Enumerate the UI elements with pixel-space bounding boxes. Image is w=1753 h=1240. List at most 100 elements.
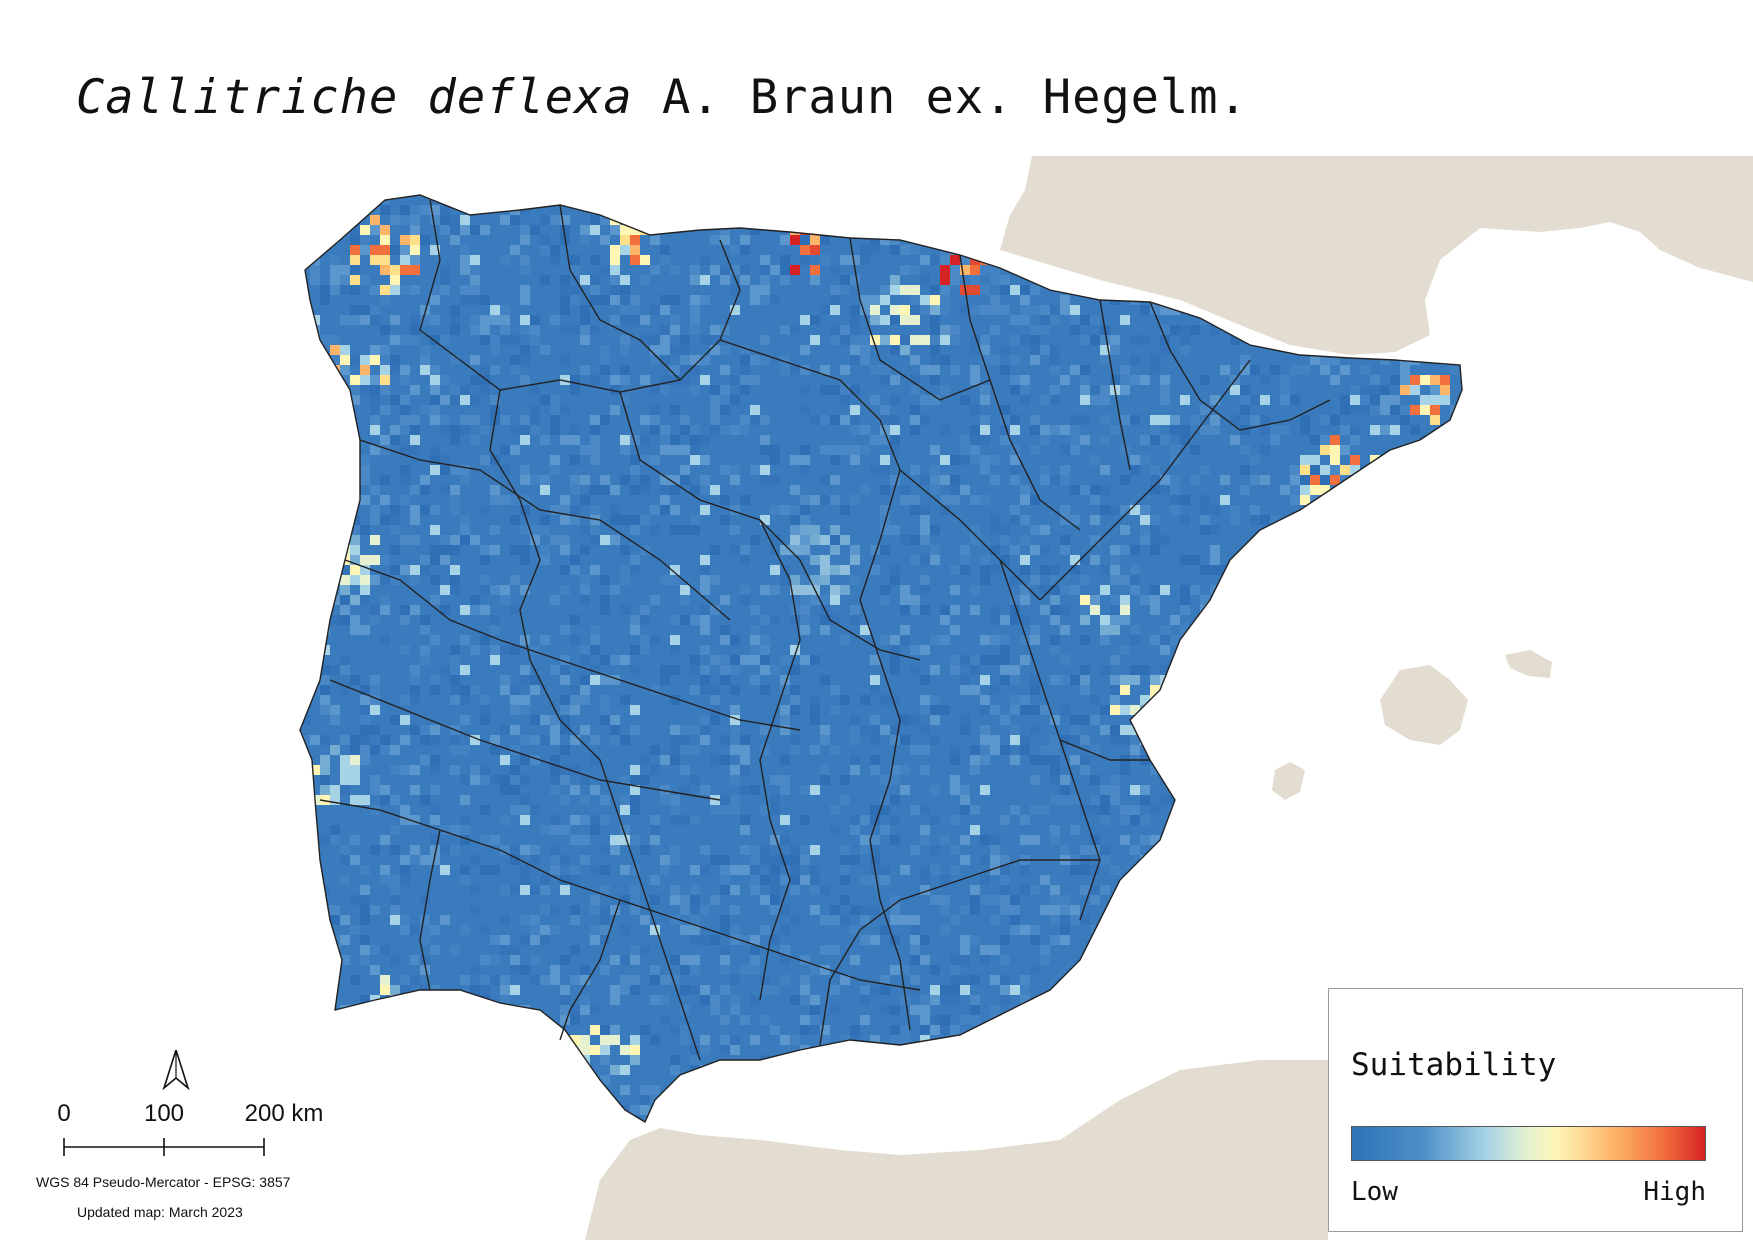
raster-cell [580,345,590,355]
raster-cell [760,655,770,665]
raster-cell [510,595,520,605]
raster-cell [1440,835,1450,845]
raster-cell [1180,825,1190,835]
raster-cell [570,1005,580,1015]
raster-cell [350,525,360,535]
raster-cell [810,705,820,715]
raster-cell [430,845,440,855]
raster-cell [1450,845,1460,855]
raster-cell [980,235,990,245]
raster-cell [340,265,350,275]
raster-cell [410,315,420,325]
raster-cell [1280,605,1290,615]
raster-cell [810,575,820,585]
raster-cell [590,1085,600,1095]
raster-cell [1250,1025,1260,1035]
raster-cell [1270,525,1280,535]
raster-cell [930,985,940,995]
raster-cell [410,695,420,705]
raster-cell [1070,305,1080,315]
raster-cell [990,725,1000,735]
raster-cell [670,355,680,365]
raster-cell [1120,825,1130,835]
raster-cell [1250,865,1260,875]
raster-cell [1100,935,1110,945]
raster-cell [1150,365,1160,375]
raster-cell [610,285,620,295]
raster-cell [420,315,430,325]
raster-cell [850,925,860,935]
raster-cell [690,265,700,275]
raster-cell [1060,545,1070,555]
raster-cell [1400,575,1410,585]
raster-cell [1330,815,1340,825]
raster-cell [420,265,430,275]
raster-cell [630,315,640,325]
raster-cell [1260,575,1270,585]
raster-cell [900,725,910,735]
raster-cell [320,425,330,435]
raster-cell [370,405,380,415]
raster-cell [1250,395,1260,405]
raster-cell [750,745,760,755]
raster-cell [330,355,340,365]
raster-cell [770,505,780,515]
raster-cell [1360,395,1370,405]
raster-cell [1320,715,1330,725]
raster-cell [850,405,860,415]
raster-cell [1300,865,1310,875]
raster-cell [1070,1055,1080,1065]
raster-cell [990,985,1000,995]
raster-cell [1050,645,1060,655]
raster-cell [1360,595,1370,605]
raster-cell [910,305,920,315]
raster-cell [1200,495,1210,505]
raster-cell [1420,455,1430,465]
raster-cell [680,415,690,425]
raster-cell [1140,1015,1150,1025]
raster-cell [700,735,710,745]
raster-cell [450,505,460,515]
raster-cell [850,765,860,775]
raster-cell [560,845,570,855]
raster-cell [1200,485,1210,495]
raster-cell [500,595,510,605]
raster-cell [1450,815,1460,825]
raster-cell [780,235,790,245]
raster-cell [730,375,740,385]
raster-cell [1100,415,1110,425]
raster-cell [600,925,610,935]
raster-cell [510,645,520,655]
raster-cell [1110,795,1120,805]
raster-cell [1320,615,1330,625]
raster-cell [1130,545,1140,555]
raster-cell [400,875,410,885]
raster-cell [1180,335,1190,345]
raster-cell [1310,505,1320,515]
raster-cell [530,925,540,935]
raster-cell [470,395,480,405]
raster-cell [550,215,560,225]
raster-cell [440,425,450,435]
raster-cell [620,225,630,235]
raster-cell [390,1075,400,1085]
raster-cell [540,475,550,485]
raster-cell [800,595,810,605]
raster-cell [930,315,940,325]
raster-cell [630,305,640,315]
raster-cell [960,305,970,315]
raster-cell [1040,525,1050,535]
raster-cell [450,495,460,505]
raster-cell [620,365,630,375]
raster-cell [910,385,920,395]
raster-cell [1080,415,1090,425]
raster-cell [910,1095,920,1105]
raster-cell [460,655,470,665]
raster-cell [1010,615,1020,625]
raster-cell [320,205,330,215]
raster-cell [1290,885,1300,895]
raster-cell [340,835,350,845]
raster-cell [1260,335,1270,345]
raster-cell [1120,725,1130,735]
raster-cell [580,445,590,455]
